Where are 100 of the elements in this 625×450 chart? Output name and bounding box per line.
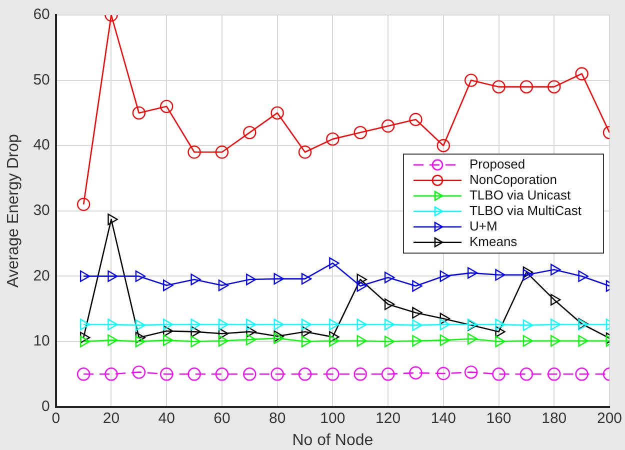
x-tick-label: 20 [102, 410, 120, 427]
point [578, 270, 588, 282]
point [326, 132, 340, 146]
point [412, 306, 422, 319]
point [108, 214, 118, 226]
point [548, 80, 561, 94]
point [190, 318, 201, 330]
point [409, 112, 422, 126]
point [108, 318, 118, 330]
point [160, 100, 174, 114]
x-tick-label: 60 [214, 410, 230, 427]
point [160, 368, 174, 381]
point [135, 270, 146, 282]
point [190, 326, 201, 338]
point [356, 318, 367, 330]
point [135, 319, 146, 331]
point [135, 332, 146, 344]
point [384, 298, 395, 310]
point [520, 80, 534, 94]
point [550, 264, 561, 276]
point [384, 336, 395, 348]
point [301, 273, 312, 285]
y-tick-label: 30 [33, 202, 50, 220]
point [215, 146, 229, 159]
point [329, 335, 340, 347]
point [522, 269, 534, 281]
point [301, 336, 312, 348]
point [163, 318, 174, 330]
point [80, 332, 90, 344]
point [270, 368, 284, 381]
point [108, 270, 118, 282]
point [190, 274, 201, 286]
point [495, 318, 506, 330]
x-tick-label: 120 [376, 410, 401, 427]
point [464, 74, 478, 87]
point [356, 335, 367, 347]
point [218, 335, 229, 347]
point [409, 366, 422, 380]
point [440, 334, 450, 346]
point [440, 312, 450, 324]
point [412, 335, 422, 347]
point [246, 274, 256, 286]
y-tick-label: 40 [33, 136, 50, 154]
point [356, 280, 367, 292]
point [436, 139, 450, 152]
point [436, 366, 450, 380]
point [354, 126, 367, 140]
point [218, 328, 229, 340]
x-tick-label: 160 [486, 410, 512, 427]
point [108, 334, 118, 346]
point [550, 294, 561, 306]
y-tick-label: 10 [33, 332, 50, 350]
point [298, 146, 312, 159]
point [163, 334, 174, 346]
point [381, 119, 395, 133]
point [246, 334, 256, 346]
legend-label: Kmeans [469, 234, 518, 249]
point [274, 273, 284, 285]
point [163, 280, 174, 292]
point [326, 368, 340, 381]
x-tick-label: 100 [320, 410, 346, 427]
point [356, 274, 367, 286]
point [495, 336, 506, 348]
point [132, 366, 146, 379]
point [135, 336, 146, 348]
point [575, 368, 588, 381]
point [492, 368, 506, 381]
point [384, 318, 395, 330]
point [188, 146, 201, 159]
point [495, 269, 506, 281]
x-tick-label: 200 [596, 410, 622, 427]
point [550, 318, 561, 330]
point [381, 368, 395, 381]
point [270, 106, 284, 120]
point [76, 368, 90, 381]
point [384, 272, 395, 284]
point [550, 335, 561, 347]
point [464, 366, 478, 379]
x-tick-label: 180 [542, 410, 567, 427]
point [218, 280, 229, 292]
x-axis-title: No of Node [292, 432, 374, 449]
point [412, 319, 422, 331]
point [440, 318, 450, 330]
point [80, 318, 90, 330]
point [80, 336, 90, 348]
point [104, 368, 118, 381]
y-tick-label: 0 [42, 398, 50, 415]
point [246, 318, 256, 330]
point [522, 335, 534, 347]
point [298, 368, 312, 381]
point [243, 126, 256, 140]
y-tick-label: 60 [33, 6, 50, 24]
point [354, 368, 367, 381]
point [80, 270, 90, 282]
point [301, 318, 312, 330]
point [301, 326, 312, 338]
point [215, 368, 229, 381]
point [495, 326, 506, 338]
point [440, 270, 450, 282]
y-tick-label: 20 [33, 267, 50, 284]
